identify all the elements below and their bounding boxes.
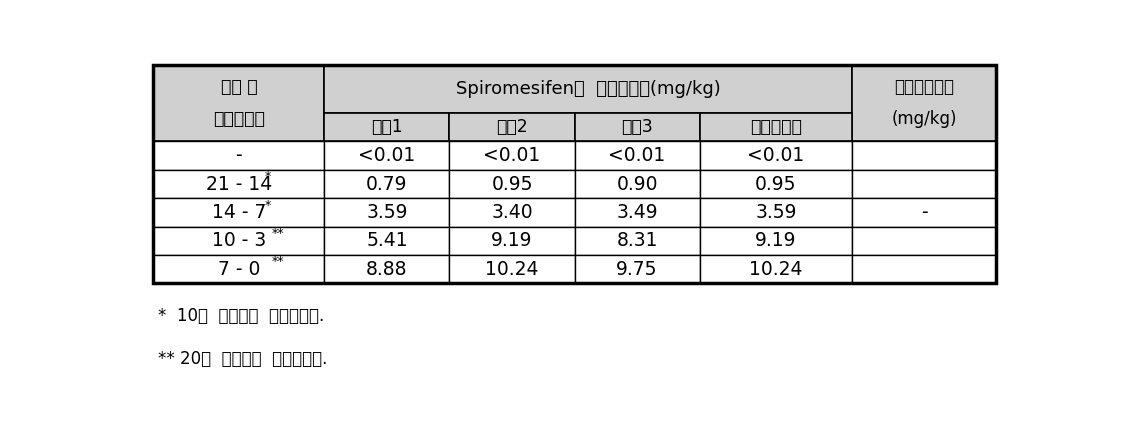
Bar xyxy=(324,198,450,227)
Bar xyxy=(154,255,324,283)
Bar xyxy=(852,65,995,141)
Bar xyxy=(700,170,852,198)
Text: 10.24: 10.24 xyxy=(485,260,539,279)
Text: 10.24: 10.24 xyxy=(749,260,803,279)
Bar xyxy=(324,255,450,283)
Text: *: * xyxy=(265,170,271,183)
Bar xyxy=(575,198,700,227)
Bar xyxy=(575,170,700,198)
Text: <0.01: <0.01 xyxy=(609,146,666,165)
Bar xyxy=(450,255,575,283)
Text: 14 - 7: 14 - 7 xyxy=(212,203,266,222)
Bar xyxy=(852,227,995,255)
Text: 10 - 3: 10 - 3 xyxy=(212,231,266,250)
Bar xyxy=(575,255,700,283)
Bar xyxy=(575,227,700,255)
Bar xyxy=(154,227,324,255)
Bar xyxy=(852,170,995,198)
Bar xyxy=(324,227,450,255)
Text: 반복2: 반복2 xyxy=(497,118,528,136)
Text: 8.31: 8.31 xyxy=(617,231,658,250)
Text: <0.01: <0.01 xyxy=(483,146,540,165)
Text: 21 - 14: 21 - 14 xyxy=(205,175,272,194)
Bar xyxy=(852,141,995,170)
Text: 8.88: 8.88 xyxy=(367,260,408,279)
Text: Spiromesifen의  환산잔류량(mg/kg): Spiromesifen의 환산잔류량(mg/kg) xyxy=(456,80,721,98)
Text: 7 - 0: 7 - 0 xyxy=(217,260,260,279)
Text: <0.01: <0.01 xyxy=(359,146,416,165)
Bar xyxy=(700,141,852,170)
Text: 0.90: 0.90 xyxy=(617,175,658,194)
Bar xyxy=(324,113,450,141)
Bar xyxy=(154,170,324,198)
Text: ** 20배  희석하여  분석하였음.: ** 20배 희석하여 분석하였음. xyxy=(157,350,327,368)
Text: *: * xyxy=(265,199,271,212)
Bar xyxy=(575,113,700,141)
Bar xyxy=(700,255,852,283)
Text: 3.40: 3.40 xyxy=(491,203,532,222)
Bar xyxy=(852,198,995,227)
Text: 반복1: 반복1 xyxy=(371,118,402,136)
Text: **: ** xyxy=(271,227,285,240)
Text: 0.95: 0.95 xyxy=(756,175,797,194)
Text: -: - xyxy=(235,146,242,165)
Text: 3.49: 3.49 xyxy=(617,203,658,222)
Bar xyxy=(324,170,450,198)
Bar xyxy=(450,113,575,141)
Bar xyxy=(154,65,324,141)
Bar xyxy=(154,198,324,227)
Text: 3.59: 3.59 xyxy=(756,203,797,222)
Text: 잔류허용기준
(mg/kg): 잔류허용기준 (mg/kg) xyxy=(891,78,957,128)
Text: *  10배  희석하여  분석하였음.: * 10배 희석하여 분석하였음. xyxy=(157,307,324,325)
Bar xyxy=(700,227,852,255)
Text: 9.75: 9.75 xyxy=(617,260,658,279)
Text: 반복3: 반복3 xyxy=(621,118,652,136)
Text: 최대잔류량: 최대잔류량 xyxy=(750,118,802,136)
Text: -: - xyxy=(920,203,927,222)
Bar xyxy=(154,141,324,170)
Bar xyxy=(700,113,852,141)
Text: 0.79: 0.79 xyxy=(367,175,408,194)
Bar xyxy=(450,198,575,227)
Text: 9.19: 9.19 xyxy=(491,231,532,250)
Text: <0.01: <0.01 xyxy=(748,146,805,165)
Bar xyxy=(324,65,852,113)
Text: 0.95: 0.95 xyxy=(491,175,532,194)
Bar xyxy=(324,141,450,170)
Text: 9.19: 9.19 xyxy=(756,231,797,250)
Text: 5.41: 5.41 xyxy=(367,231,408,250)
Text: 3.59: 3.59 xyxy=(367,203,408,222)
Bar xyxy=(852,255,995,283)
Text: **: ** xyxy=(271,255,285,268)
Bar xyxy=(450,170,575,198)
Bar xyxy=(575,141,700,170)
Bar xyxy=(450,141,575,170)
Bar xyxy=(154,65,995,283)
Text: 수확 전
약제처리일: 수확 전 약제처리일 xyxy=(213,78,265,128)
Bar xyxy=(450,227,575,255)
Bar xyxy=(700,198,852,227)
